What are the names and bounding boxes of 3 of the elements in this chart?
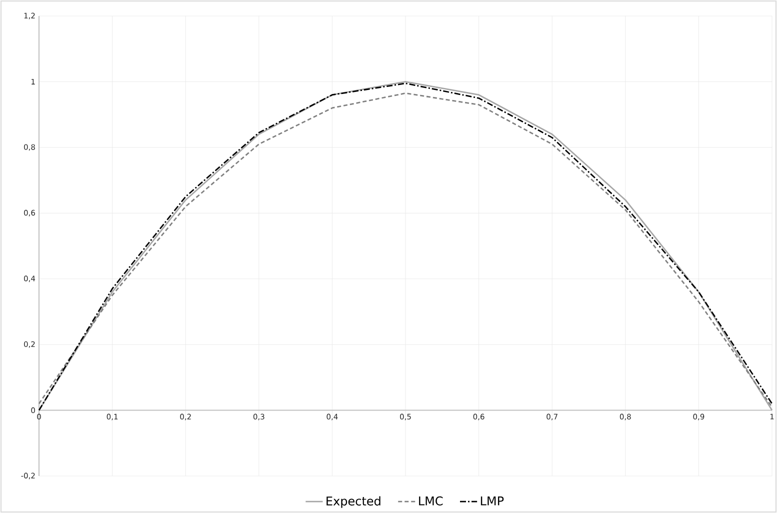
legend-label: LMC (419, 496, 443, 506)
legend-label: Expected (326, 496, 380, 508)
legend-label: LMP (480, 496, 504, 506)
